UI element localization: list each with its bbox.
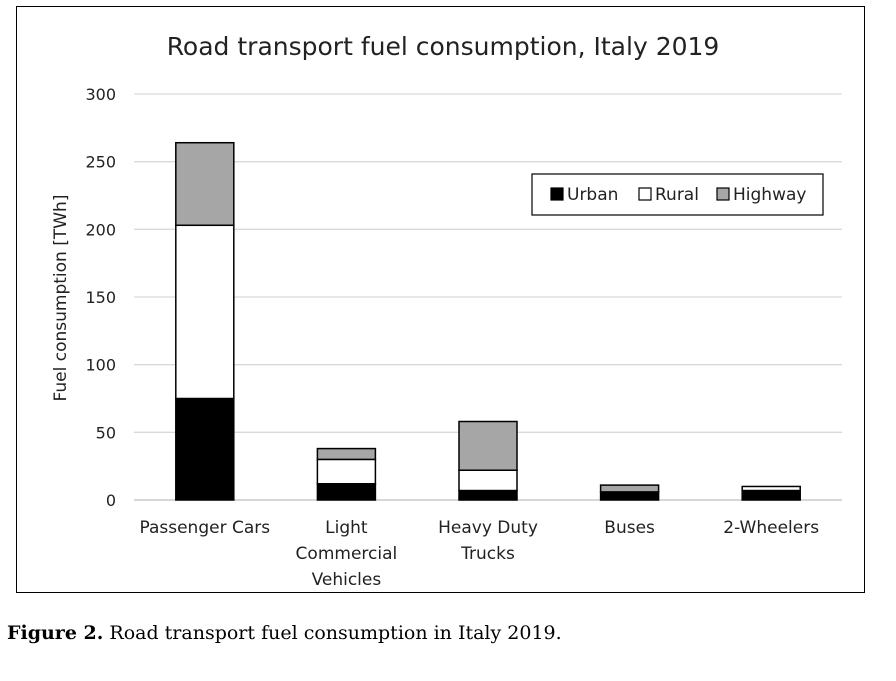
- x-tick-label: Buses: [604, 518, 655, 538]
- legend-label-rural: Rural: [655, 185, 699, 205]
- bar-segment-highway: [175, 141, 235, 227]
- y-tick-label: 200: [85, 220, 116, 239]
- x-tick-label: Light Commercial Vehicles: [296, 518, 398, 590]
- y-tick-label: 50: [96, 423, 116, 442]
- bar-segment-urban: [458, 489, 518, 501]
- bar-segment-urban: [741, 489, 801, 501]
- legend: Urban Rural Highway: [531, 173, 824, 216]
- caption-text: Road transport fuel consumption in Italy…: [103, 622, 562, 644]
- bar-segment-urban: [175, 397, 235, 501]
- bar-segment-highway: [599, 484, 660, 493]
- x-tick-label: Passenger Cars: [139, 518, 270, 538]
- bar-segment-rural: [175, 224, 235, 400]
- legend-swatch-rural: [638, 187, 652, 201]
- bar-segment-rural: [316, 458, 377, 485]
- figure-caption: Figure 2. Road transport fuel consumptio…: [7, 622, 562, 644]
- legend-swatch-urban: [550, 187, 564, 201]
- x-tick-labels: Passenger Cars Light Commercial Vehicles Hea…: [139, 518, 819, 590]
- stacked-bar-chart: Road transport fuel consumption, Italy 2…: [51, 32, 842, 590]
- y-tick-label: 250: [85, 153, 116, 172]
- x-tick-label: Heavy Duty Trucks: [438, 518, 538, 564]
- legend-box: [531, 173, 824, 216]
- y-tick-label: 0: [106, 491, 116, 510]
- bar-segment-highway: [458, 420, 518, 471]
- bars: [175, 141, 801, 501]
- chart-frame: Road transport fuel consumption, Italy 2…: [16, 6, 865, 593]
- bar-segment-rural: [741, 485, 801, 492]
- legend-label-urban: Urban: [567, 185, 618, 205]
- y-tick-labels: 0 50 100 150 200 250 300: [85, 85, 116, 510]
- y-axis-label: Fuel consumption [TWh]: [51, 195, 71, 402]
- bar-segment-highway: [316, 447, 377, 461]
- bar-segment-urban: [316, 483, 377, 501]
- y-tick-label: 300: [85, 85, 116, 104]
- y-tick-label: 150: [85, 288, 116, 307]
- chart-title: Road transport fuel consumption, Italy 2…: [167, 32, 720, 61]
- legend-label-highway: Highway: [733, 185, 806, 205]
- x-tick-label: 2-Wheelers: [723, 518, 819, 538]
- y-tick-label: 100: [85, 356, 116, 375]
- bar-segment-rural: [458, 469, 518, 492]
- bar-segment-urban: [599, 491, 660, 501]
- caption-label: Figure 2.: [7, 622, 104, 644]
- legend-swatch-highway: [716, 187, 730, 201]
- gridlines: [134, 93, 842, 501]
